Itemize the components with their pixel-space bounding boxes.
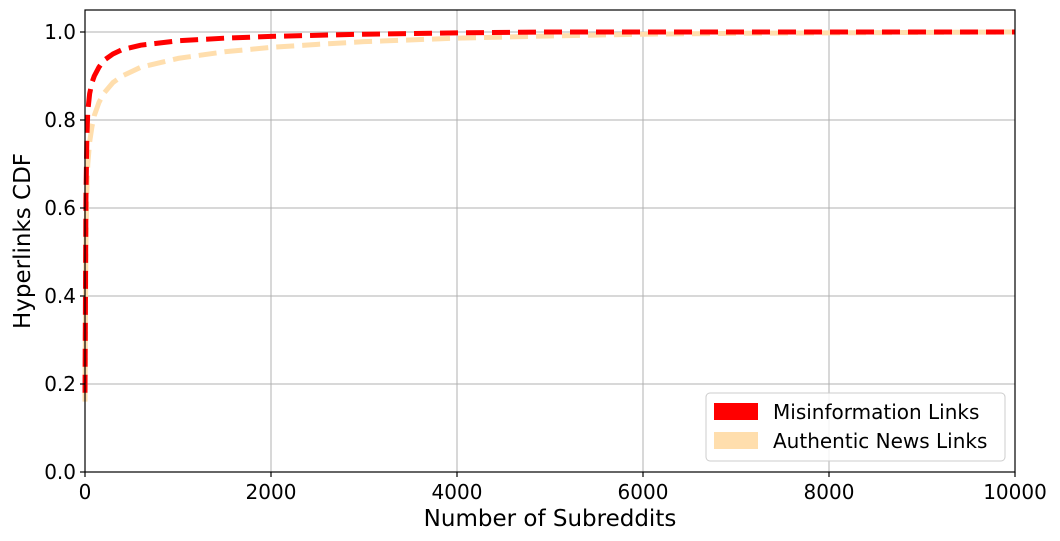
y-tick-label: 0.0 bbox=[44, 460, 76, 484]
x-tick-label: 0 bbox=[79, 480, 92, 504]
y-axis-title: Hyperlinks CDF bbox=[10, 153, 36, 329]
x-tick-label: 8000 bbox=[804, 480, 855, 504]
legend-label-misinformation: Misinformation Links bbox=[773, 400, 979, 424]
y-tick-label: 1.0 bbox=[44, 20, 76, 44]
y-tick-label: 0.6 bbox=[44, 196, 76, 220]
series-line-misinformation bbox=[82, 29, 1015, 393]
plot-frame bbox=[84, 9, 1016, 473]
legend: Misinformation Links Authentic News Link… bbox=[705, 392, 1006, 462]
y-tick-label: 0.8 bbox=[44, 108, 76, 132]
y-tick-label: 0.2 bbox=[44, 372, 76, 396]
x-tick-label: 4000 bbox=[432, 480, 483, 504]
legend-frame bbox=[705, 392, 1006, 462]
legend-label-authentic-news: Authentic News Links bbox=[773, 429, 987, 453]
y-tick-label: 0.4 bbox=[44, 284, 76, 308]
legend-swatch-misinformation bbox=[714, 403, 758, 420]
x-tick-label: 6000 bbox=[618, 480, 669, 504]
legend-swatch-authentic-news bbox=[714, 432, 758, 449]
series-lines bbox=[82, 29, 1016, 402]
x-axis-title: Number of Subreddits bbox=[424, 506, 677, 532]
axis-ticks: 0 2000 4000 6000 8000 10000 0.0 0.2 0.4 0.6 0.8 1.0 bbox=[44, 20, 1047, 504]
x-tick-label: 10000 bbox=[983, 480, 1047, 504]
x-tick-label: 2000 bbox=[246, 480, 297, 504]
